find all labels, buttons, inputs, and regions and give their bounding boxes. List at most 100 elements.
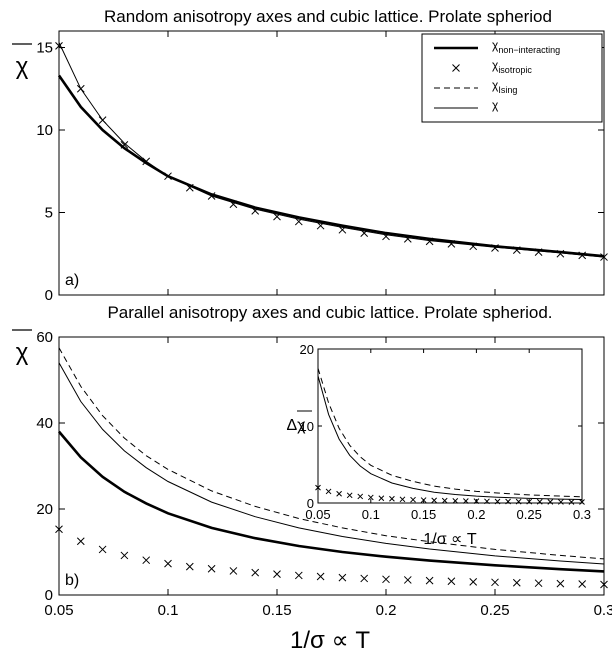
panel-a-isotropic-point xyxy=(534,248,543,256)
inset-y-tick-label: 0 xyxy=(307,496,314,511)
panel-b-ising-line xyxy=(58,347,605,560)
panel-b-y-tick-label: 0 xyxy=(45,587,53,604)
panel-b-isotropic-point xyxy=(338,573,347,582)
panel-a-isotropic-point xyxy=(469,242,478,251)
panel-b-isotropic-point xyxy=(207,564,216,573)
inset-x-tick-label: 0.05 xyxy=(305,507,330,522)
inset-isotropic-point xyxy=(346,492,353,499)
panel-a-isotropic-point xyxy=(491,244,499,252)
panel-b-y-tick-label: 20 xyxy=(36,501,53,518)
panel-b: Parallel anisotropy axes and cubic latti… xyxy=(12,303,612,654)
inset-background xyxy=(318,349,582,503)
panel-b-y-tick-label: 40 xyxy=(36,415,53,432)
panel-a-label: a) xyxy=(65,272,79,289)
panel-b-isotropic-point xyxy=(578,580,587,588)
inset-isotropic-point xyxy=(336,490,342,497)
panel-a-isotropic-point xyxy=(360,229,369,237)
panel-a-isotropic-point xyxy=(273,212,281,221)
inset-isotropic-point xyxy=(558,499,564,505)
panel-b-isotropic-point xyxy=(273,570,281,578)
panel-a-isotropic-point xyxy=(578,251,587,260)
inset-isotropic-point xyxy=(367,494,374,501)
inset-frame xyxy=(317,348,583,504)
panel-a-isotropic-point xyxy=(164,172,172,181)
inset-x-tick-label: 0.15 xyxy=(411,507,436,522)
panel-a-isotropic-point xyxy=(512,246,521,254)
legend-isotropic-marker xyxy=(452,64,460,72)
panel-b-isotropic-point xyxy=(469,578,478,586)
panel-b-isotropic-point xyxy=(251,568,260,577)
panel-a-isotropic-point xyxy=(229,200,238,209)
inset-isotropic-point xyxy=(431,497,438,504)
panel-a-y-label-text: χ xyxy=(16,53,29,80)
panel-b-isotropic-point xyxy=(360,574,369,583)
panel-a-y-tick-label: 0 xyxy=(45,287,53,304)
inset-isotropic-point xyxy=(378,495,385,502)
panel-b-isotropic-point xyxy=(142,556,151,565)
panel-b-isotropic-point xyxy=(316,572,325,581)
panel-b-frame xyxy=(58,336,605,596)
panel-a-isotropic-point xyxy=(382,232,390,241)
panel-a-isotropic-point xyxy=(98,116,107,124)
inset-chart: Δχ 0 10 20 0.05 0.1 0.15 0.2 0.25 0.3 1/σ ∝ T xyxy=(286,342,591,548)
panel-b-isotropic-point xyxy=(425,576,434,585)
legend-entry-label: χnon−interacting xyxy=(492,38,560,55)
inset-isotropic-point xyxy=(389,495,395,502)
panel-b-isotropic-point xyxy=(382,575,390,584)
inset-x-tick-label: 0.1 xyxy=(362,507,380,522)
panel-a-y-tick-label: 10 xyxy=(36,122,53,139)
panel-b-x-tick-label: 0.25 xyxy=(480,602,509,619)
panel-b-isotropic-point xyxy=(447,577,456,586)
inset-isotropic-point xyxy=(441,497,448,504)
inset-isotropic-point xyxy=(420,497,427,503)
panel-a-isotropic-point xyxy=(207,192,216,200)
panel-a-isotropic-point xyxy=(403,235,412,243)
inset-x-tick-label: 0.2 xyxy=(467,507,485,522)
panel-a-isotropic-point xyxy=(447,239,456,248)
panel-b-x-tick-label: 0.15 xyxy=(262,602,291,619)
panel-a-isotropic-point xyxy=(251,206,260,215)
panel-b-isotropic-point xyxy=(76,537,85,546)
panel-a-title: Random anisotropy axes and cubic lattice… xyxy=(104,7,552,26)
panel-a-isotropic-point xyxy=(294,217,303,226)
panel-a-legend: χnon−interacting χisotropic χIsing χ xyxy=(421,33,603,123)
panel-a-y-label: χ xyxy=(12,43,32,80)
inset-isotropic-point xyxy=(357,493,364,500)
panel-b-isotropic-point xyxy=(229,567,238,575)
panel-b-x-tick-label: 0.1 xyxy=(158,602,179,619)
inset-isotropic-point xyxy=(399,496,406,503)
panel-b-isotropic-point xyxy=(98,545,107,554)
panel-b-isotropic-point xyxy=(120,551,129,560)
panel-a-frame xyxy=(58,30,605,296)
inset-isotropic-point xyxy=(325,488,332,495)
panel-b-x-tick-label: 0.2 xyxy=(376,602,397,619)
panel-a-y-tick-label: 15 xyxy=(36,40,53,57)
inset-isotropic-point xyxy=(410,496,416,503)
panel-b-isotropic-point xyxy=(534,579,543,588)
legend-entry-label: χIsing xyxy=(492,78,517,95)
panel-b-isotropic-point xyxy=(556,579,565,588)
panel-b-isotropic-point xyxy=(403,576,412,584)
inset-x-label: 1/σ ∝ T xyxy=(423,531,477,548)
panel-a-isotropic-point xyxy=(142,157,151,166)
panel-b-x-tick-label: 0.3 xyxy=(594,602,612,619)
inset-isotropic-point xyxy=(568,499,575,505)
panel-a-y-tick-label: 5 xyxy=(45,205,53,222)
panel-a-isotropic-point xyxy=(425,237,434,246)
panel-b-label: b) xyxy=(65,572,79,589)
panel-a-isotropic-point xyxy=(556,249,565,258)
inset-x-tick-label: 0.3 xyxy=(573,507,591,522)
inset-isotropic-point xyxy=(547,498,554,505)
panel-b-y-label: χ xyxy=(12,329,32,366)
inset-y-label: Δχ xyxy=(286,410,312,434)
panel-a: Random anisotropy axes and cubic lattice… xyxy=(12,7,608,304)
inset-y-tick-label: 10 xyxy=(300,419,314,434)
panel-a-isotropic-point xyxy=(120,140,129,149)
panel-a-isotropic-point xyxy=(76,84,85,93)
panel-a-isotropic-point xyxy=(338,225,347,234)
panel-b-non-interacting-line xyxy=(58,430,605,573)
panel-b-isotropic-point xyxy=(185,562,194,571)
inset-chi-line xyxy=(317,375,583,500)
panel-b-isotropic-point xyxy=(294,571,303,580)
panel-b-chi-line xyxy=(58,362,605,565)
